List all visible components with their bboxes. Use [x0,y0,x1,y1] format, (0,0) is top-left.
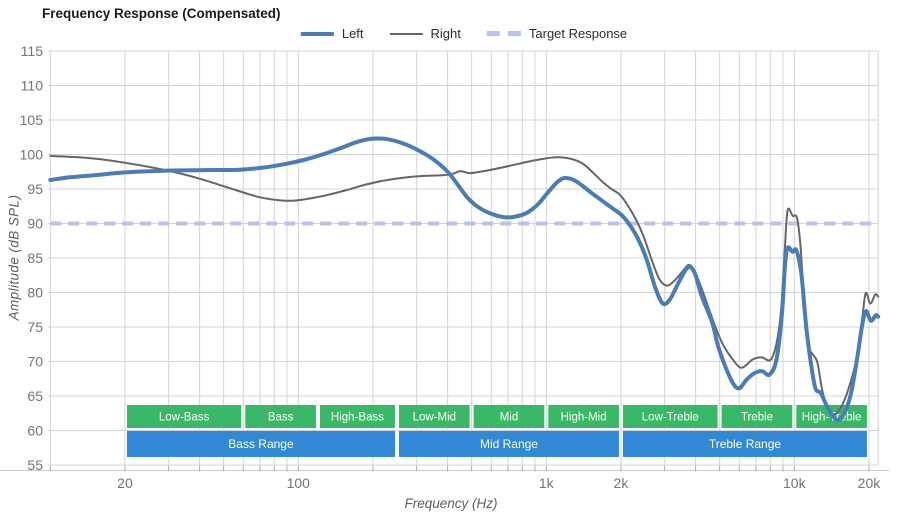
legend-item-left[interactable]: Left [300,26,364,41]
x-axis-tick-label: 20 [117,475,133,491]
main-band [126,431,395,457]
x-axis-title: Frequency (Hz) [404,496,498,511]
y-axis-tick-label: 70 [27,354,43,370]
legend-item-target[interactable]: Target Response [486,26,628,41]
sub-band-label: High-Mid [561,412,607,424]
x-axis-tick-label: 10k [783,475,807,491]
x-axis-tick-label: 20k [858,475,882,491]
sub-band [721,405,793,428]
main-band-label: Bass Range [228,437,294,451]
legend-label-right: Right [430,26,461,41]
sub-band [548,405,619,428]
y-axis-title: Amplitude (dB SPL) [6,194,22,321]
x-axis-tick-label: 1k [539,475,555,491]
legend-item-right[interactable]: Right [389,26,461,41]
y-axis-tick-label: 105 [20,112,44,128]
y-axis-tick-label: 85 [27,250,43,266]
sub-band [473,405,545,428]
y-axis-tick-label: 115 [21,43,44,59]
sub-band [245,405,316,428]
series-line-left [48,136,881,423]
y-axis-tick-label: 100 [20,147,44,163]
target-series-swatch [486,31,521,36]
sub-band-label: Bass [268,412,294,424]
right-series-swatch [389,32,423,35]
sub-band [622,405,718,428]
series-line-right [49,154,880,417]
y-axis-tick-label: 90 [27,216,43,232]
sub-band-label: Mid [500,412,519,424]
sub-band-label: High-Bass [331,412,384,424]
sub-band-label: Treble [741,412,773,424]
y-axis-tick-label: 55 [27,457,43,473]
sub-band [126,405,242,428]
main-band [398,431,619,457]
sub-band-label: Low-Treble [642,412,699,424]
y-axis-tick-label: 75 [27,319,43,335]
sub-band [319,405,395,428]
left-series-swatch [300,31,334,36]
main-band-label: Treble Range [709,437,782,451]
chart-title: Frequency Response (Compensated) [42,6,281,21]
x-axis-tick-label: 2k [614,475,630,491]
sub-band-label: Low-Bass [159,412,210,424]
y-axis-tick-label: 95 [27,181,43,197]
chart-legend: Left Right Target Response [300,26,628,41]
y-axis-tick-label: 110 [21,78,44,94]
legend-label-left: Left [341,26,364,41]
y-axis-tick-label: 60 [27,423,43,439]
sub-band-label: High-Treble [802,412,862,424]
y-axis-tick-label: 65 [27,388,43,404]
y-axis-tick-label: 80 [27,285,43,301]
sub-band-label: Low-Mid [413,412,456,424]
sub-band [398,405,470,428]
legend-label-target: Target Response [528,26,628,41]
main-band [622,431,867,457]
main-band-label: Mid Range [480,437,538,451]
x-axis-tick-label: 100 [287,475,311,491]
